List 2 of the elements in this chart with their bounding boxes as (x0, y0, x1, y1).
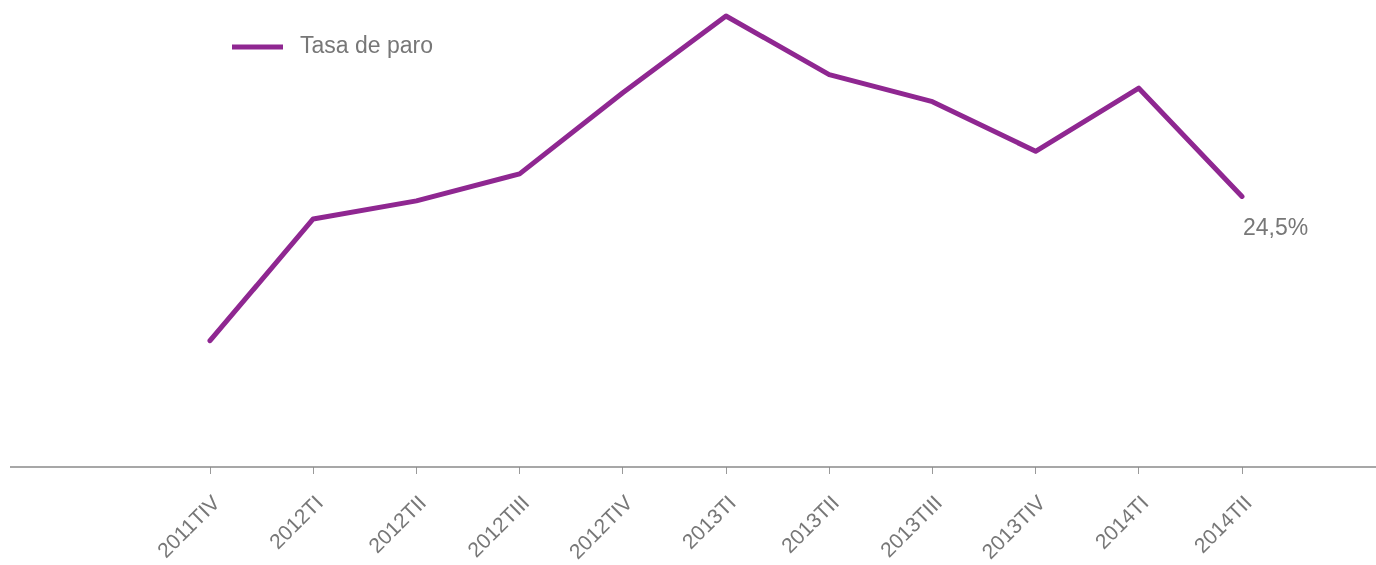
legend-label: Tasa de paro (300, 32, 433, 59)
annotation: 24,5% (1243, 213, 1309, 240)
